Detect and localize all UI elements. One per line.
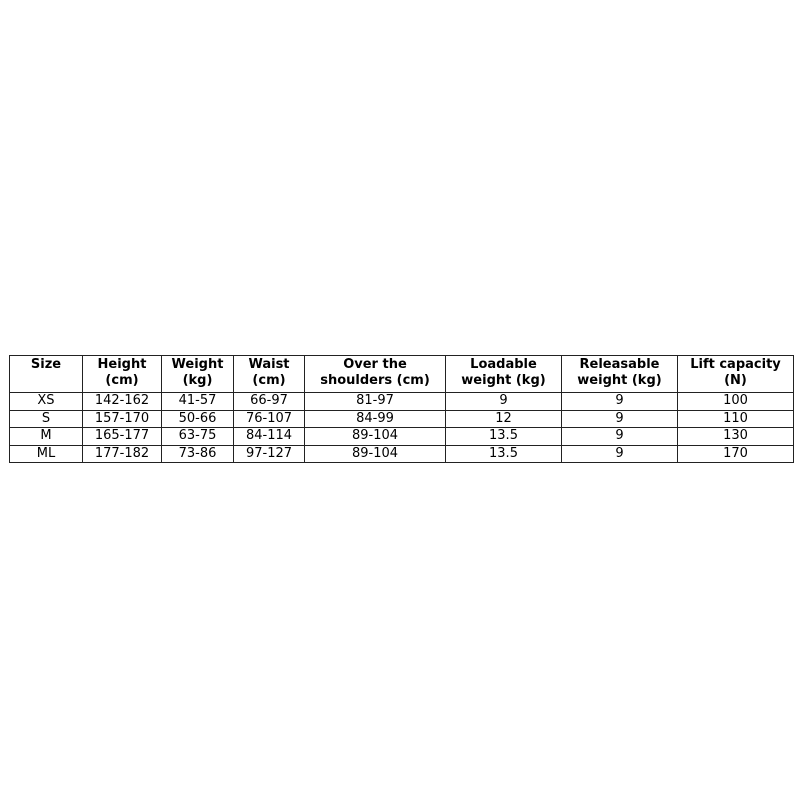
table-cell: 142-162 (82, 392, 162, 411)
table-row: XS 142-162 41-57 66-97 81-97 9 9 100 (9, 392, 794, 411)
table-cell: 66-97 (233, 392, 305, 411)
table-cell: 12 (445, 409, 562, 428)
table-cell: 9 (561, 427, 678, 446)
table-cell: 9 (561, 392, 678, 411)
column-header: Height (cm) (82, 355, 162, 393)
table-cell: 100 (677, 392, 794, 411)
column-header-line: (cm) (252, 373, 286, 388)
column-header: Releasable weight (kg) (561, 355, 678, 393)
table-cell: 13.5 (445, 444, 562, 463)
table-cell: 9 (561, 444, 678, 463)
column-header: Loadable weight (kg) (445, 355, 562, 393)
table-cell: 50-66 (161, 409, 234, 428)
column-header-line: (N) (724, 373, 747, 388)
header-row: Size Height (cm) Weight (kg) Waist (cm) Over th… (9, 355, 794, 393)
column-header-line: Over the (343, 357, 407, 372)
table-cell: 9 (445, 392, 562, 411)
column-header-line: weight (kg) (461, 373, 546, 388)
column-header-line: weight (kg) (577, 373, 662, 388)
column-header-line: Size (30, 357, 62, 372)
table-cell: 13.5 (445, 427, 562, 446)
column-header: Waist (cm) (233, 355, 305, 393)
table-cell: 76-107 (233, 409, 305, 428)
table-cell: S (9, 409, 83, 428)
table-cell: 9 (561, 409, 678, 428)
table-row: M 165-177 63-75 84-114 89-104 13.5 9 130 (9, 427, 794, 446)
table-cell: 73-86 (161, 444, 234, 463)
table-row: S 157-170 50-66 76-107 84-99 12 9 110 (9, 409, 794, 428)
table-cell: ML (9, 444, 83, 463)
table-cell: 89-104 (304, 444, 446, 463)
column-header-line: (cm) (105, 373, 139, 388)
column-header: Over the shoulders (cm) (304, 355, 446, 393)
table-cell: 157-170 (82, 409, 162, 428)
table-cell: 63-75 (161, 427, 234, 446)
size-chart-table: Size Height (cm) Weight (kg) Waist (cm) Over th… (9, 355, 794, 463)
table-row: ML 177-182 73-86 97-127 89-104 13.5 9 170 (9, 444, 794, 463)
column-header: Size (9, 355, 83, 393)
table-cell: 110 (677, 409, 794, 428)
column-header-line: Releasable (579, 357, 660, 372)
column-header-line: shoulders (cm) (320, 373, 430, 388)
column-header: Weight (kg) (161, 355, 234, 393)
column-header: Lift capacity (N) (677, 355, 794, 393)
table-cell: 177-182 (82, 444, 162, 463)
table-cell: M (9, 427, 83, 446)
table-cell: 97-127 (233, 444, 305, 463)
table-cell: XS (9, 392, 83, 411)
table-cell: 81-97 (304, 392, 446, 411)
table-cell: 170 (677, 444, 794, 463)
table-cell: 165-177 (82, 427, 162, 446)
table-cell: 84-114 (233, 427, 305, 446)
table-cell: 41-57 (161, 392, 234, 411)
table-cell: 84-99 (304, 409, 446, 428)
column-header-line: (kg) (182, 373, 213, 388)
column-header-line: Weight (171, 357, 224, 372)
table-cell: 89-104 (304, 427, 446, 446)
column-header-line: Waist (248, 357, 290, 372)
column-header-line: Lift capacity (690, 357, 781, 372)
column-header-line: Loadable (470, 357, 537, 372)
column-header-line: Height (97, 357, 147, 372)
table-cell: 130 (677, 427, 794, 446)
